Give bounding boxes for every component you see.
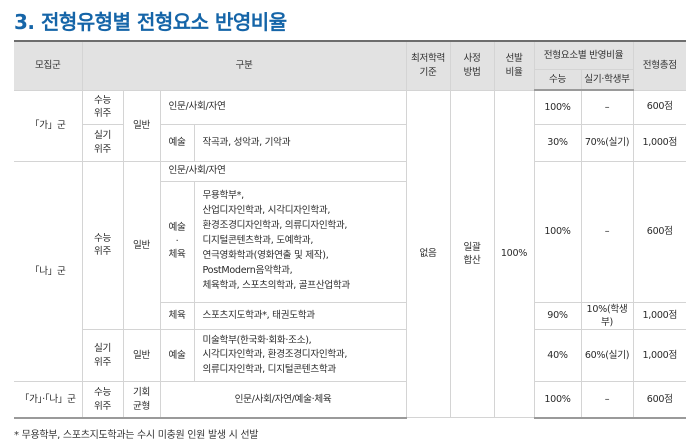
header-total: 전형총점 — [632, 40, 686, 91]
dept-line: 무용학부*, — [202, 190, 245, 202]
gana-suneung-type: 수능 위주 — [81, 381, 124, 419]
dept-line: PostModern음악학과, — [202, 264, 293, 276]
na-total: 600점 — [632, 160, 686, 303]
header-practical: 실기·학생부 — [580, 69, 633, 91]
dept-line: 연극영화학과(영화연출 및 제작), — [202, 249, 329, 261]
dept-line: 시각디자인학과, 환경조경디자인학과, — [202, 349, 348, 361]
ga-group: 「가」군 — [14, 90, 83, 162]
na-pe-practical: 10%(학생부) — [580, 301, 634, 331]
dept-line: 산업디자인학과, 시각디자인학과, — [202, 205, 331, 217]
na-humanities: 인문/사회/자연 — [159, 160, 407, 182]
ga-practical-type: 실기 위주 — [82, 124, 124, 162]
section-heading: 3. 전형유형별 전형요소 반영비율 — [14, 10, 287, 34]
assessment-value: 일괄 합산 — [449, 90, 495, 419]
gana-total: 600점 — [632, 381, 686, 419]
na-pe-total: 1,000점 — [632, 301, 686, 331]
dept-line: 디지털콘텐츠학과, 도예학과, — [202, 235, 314, 247]
header-assessment: 사정 방법 — [449, 40, 495, 91]
header-recruit-group: 모집군 — [14, 40, 83, 91]
gana-practical: – — [580, 381, 634, 419]
gana-category: 인문/사회/자연/예술·체육 — [159, 381, 407, 419]
footnote: * 무용학부, 스포츠지도학과는 수시 미충원 인원 발생 시 선발 — [14, 430, 259, 441]
min-standard-value: 없음 — [405, 90, 451, 419]
ga-suneung-type: 수능 위주 — [81, 90, 124, 125]
ga-humanities: 인문/사회/자연 — [159, 90, 407, 125]
na-group: 「나」군 — [14, 160, 83, 383]
header-selection-ratio: 선발 비율 — [493, 40, 535, 91]
header-element-ratio: 전형요소별 반영비율 — [533, 40, 634, 70]
na-arts-pe-depts: 무용학부*, 산업디자인학과, 시각디자인학과, 환경조경디자인학과, 의류디자… — [193, 180, 406, 303]
header-category: 구분 — [81, 40, 407, 91]
na-general: 일반 — [122, 160, 161, 331]
na-suneung-ratio: 100% — [533, 160, 582, 303]
na-practical-type: 실기 위주 — [82, 329, 124, 383]
ga-humanities-suneung: 100% — [533, 90, 582, 125]
gana-balanced: 기회 균형 — [122, 381, 161, 419]
na-pe-suneung: 90% — [533, 301, 582, 331]
ga-arts-total: 1,000점 — [632, 124, 686, 162]
na-arts2-total: 1,000점 — [632, 329, 686, 383]
header-suneung: 수능 — [534, 69, 582, 91]
header-min-standard: 최저학력 기준 — [405, 40, 451, 91]
dept-line: 체육학과, 스포츠의학과, 골프산업학과 — [202, 279, 351, 291]
na-arts2-practical: 60%(실기) — [580, 329, 634, 383]
admission-ratio-table: 모집군 구분 최저학력 기준 사정 방법 선발 비율 전형요소별 반영비율 전형총점 … — [14, 40, 686, 419]
ga-humanities-total: 600점 — [632, 90, 686, 125]
ga-general: 일반 — [122, 90, 161, 162]
selection-ratio-value: 100% — [493, 90, 535, 419]
gana-group: 「가」·「나」군 — [14, 381, 83, 419]
na-arts-pe-label: 예술 · 체육 — [160, 180, 195, 303]
na-arts2-suneung: 40% — [533, 329, 582, 383]
na-general-2: 일반 — [122, 329, 161, 383]
ga-arts-suneung: 30% — [533, 124, 582, 162]
dept-line: 미술학부(한국화·회화·조소), — [202, 334, 312, 346]
ga-arts-practical: 70%(실기) — [580, 124, 634, 162]
na-arts2-label: 예술 — [159, 329, 195, 383]
ga-arts-label: 예술 — [159, 124, 195, 162]
dept-line: 환경조경디자인학과, 의류디자인학과, — [202, 220, 348, 232]
na-suneung-type: 수능 위주 — [81, 160, 124, 331]
gana-suneung: 100% — [533, 381, 582, 419]
na-arts2-depts: 미술학부(한국화·회화·조소), 시각디자인학과, 환경조경디자인학과, 의류디… — [193, 329, 407, 383]
dept-line: 의류디자인학과, 디지털콘텐츠학과 — [202, 364, 337, 376]
ga-arts-depts: 작곡과, 성악과, 기악과 — [193, 124, 407, 162]
na-practical-ratio: – — [580, 160, 634, 303]
na-pe-depts: 스포츠지도학과*, 태권도학과 — [193, 301, 407, 331]
ga-humanities-practical: – — [580, 90, 634, 125]
na-pe-label: 체육 — [160, 301, 195, 331]
